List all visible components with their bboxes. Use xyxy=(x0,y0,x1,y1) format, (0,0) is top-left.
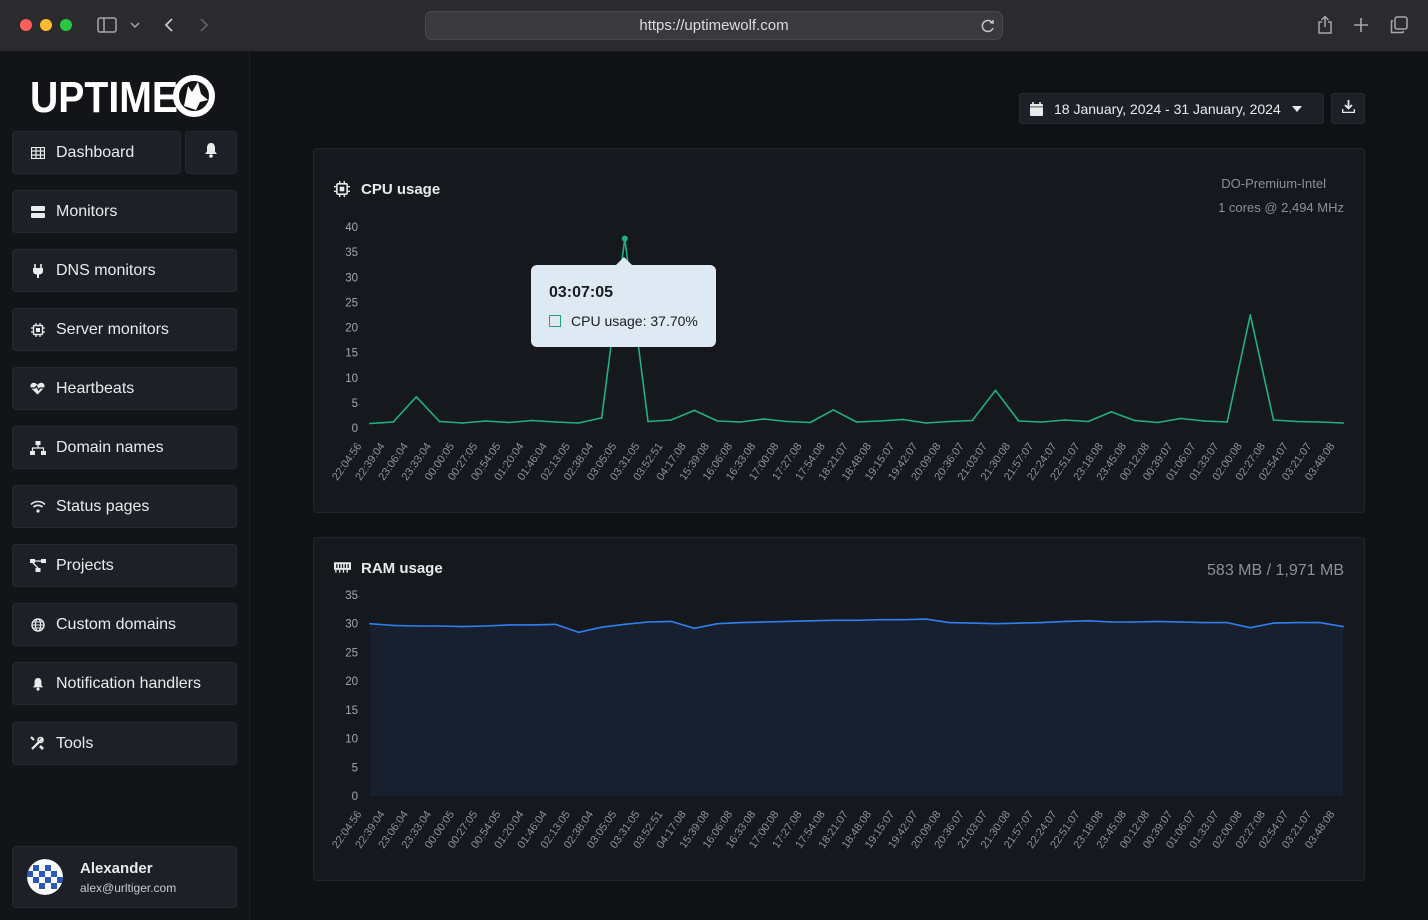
ram-title-text: RAM usage xyxy=(361,560,443,577)
sidebar-toggle-icon[interactable] xyxy=(96,14,118,36)
sidebar-item-dns-monitors[interactable]: DNS monitors xyxy=(12,249,237,292)
sidebar-item-label: DNS monitors xyxy=(56,261,156,279)
cpu-tooltip: 03:07:05 CPU usage: 37.70% xyxy=(531,257,716,347)
cpu-card-title: CPU usage xyxy=(334,181,440,198)
forward-icon[interactable] xyxy=(193,14,215,36)
sidebar-item-status-pages[interactable]: Status pages xyxy=(12,485,237,528)
address-bar[interactable]: https://uptimewolf.com xyxy=(425,11,1003,40)
cpu-usage-card: CPU usage DO-Premium-Intel 1 cores @ 2,4… xyxy=(313,148,1365,513)
globe-icon xyxy=(29,616,46,633)
wifi-icon xyxy=(29,498,46,515)
sidebar: UPTIME Dashboard Monitors DNS monitors S… xyxy=(0,52,250,920)
calendar-icon xyxy=(1030,101,1043,116)
plug-icon xyxy=(29,262,46,279)
tooltip-label: CPU usage: 37.70% xyxy=(571,313,698,329)
sidebar-item-monitors[interactable]: Monitors xyxy=(12,190,237,233)
memory-icon xyxy=(334,560,351,577)
avatar xyxy=(27,859,63,895)
caret-down-icon xyxy=(1291,105,1302,112)
new-tab-icon[interactable] xyxy=(1350,14,1372,36)
sitemap-icon xyxy=(29,439,46,456)
url-text: https://uptimewolf.com xyxy=(639,17,789,34)
reload-icon[interactable] xyxy=(980,18,996,34)
grid-icon xyxy=(29,144,46,161)
cpu-info: 1 cores @ 2,494 MHz xyxy=(1218,200,1344,215)
server-type: DO-Premium-Intel xyxy=(1221,176,1326,191)
tooltip-time: 03:07:05 xyxy=(549,284,614,301)
sidebar-item-label: Dashboard xyxy=(56,143,135,161)
chevron-down-icon[interactable] xyxy=(124,14,146,36)
user-profile-card[interactable]: Alexander alex@urltiger.com xyxy=(12,846,237,908)
sidebar-item-domain-names[interactable]: Domain names xyxy=(12,426,237,469)
sidebar-item-dashboard[interactable]: Dashboard xyxy=(12,131,181,174)
sidebar-item-custom-domains[interactable]: Custom domains xyxy=(12,603,237,646)
chip-icon xyxy=(334,181,351,198)
sidebar-item-server-monitors[interactable]: Server monitors xyxy=(12,308,237,351)
logo-text: UPTIME xyxy=(30,73,178,120)
sidebar-item-label: Custom domains xyxy=(56,615,177,633)
sidebar-item-tools[interactable]: Tools xyxy=(12,722,237,765)
ram-usage-card: RAM usage 583 MB / 1,971 MB xyxy=(313,537,1365,881)
uptimewolf-logo[interactable]: UPTIME xyxy=(30,72,216,122)
ram-card-title: RAM usage xyxy=(334,560,443,577)
notifications-button[interactable] xyxy=(185,131,237,174)
sidebar-item-label: Notification handlers xyxy=(56,674,201,692)
tooltip-swatch xyxy=(549,315,561,327)
chip-icon xyxy=(29,321,46,338)
sidebar-item-label: Server monitors xyxy=(56,320,169,338)
user-name: Alexander xyxy=(80,860,153,877)
download-button[interactable] xyxy=(1331,93,1365,124)
sidebar-item-label: Heartbeats xyxy=(56,379,135,397)
sidebar-item-label: Projects xyxy=(56,556,114,574)
bell-icon xyxy=(29,675,46,692)
back-icon[interactable] xyxy=(158,14,180,36)
tab-overview-icon[interactable] xyxy=(1388,14,1410,36)
cpu-title-text: CPU usage xyxy=(361,181,441,198)
ram-usage-text: 583 MB / 1,971 MB xyxy=(1207,562,1344,579)
sidebar-item-label: Status pages xyxy=(56,497,150,515)
zoom-window-button[interactable] xyxy=(60,19,72,31)
user-email: alex@urltiger.com xyxy=(80,881,177,895)
tooltip-row: CPU usage: 37.70% xyxy=(549,313,698,329)
date-range-text: 18 January, 2024 - 31 January, 2024 xyxy=(1054,100,1281,117)
sidebar-item-label: Tools xyxy=(56,734,94,752)
sidebar-item-label: Monitors xyxy=(56,202,118,220)
minimize-window-button[interactable] xyxy=(40,19,52,31)
sidebar-item-projects[interactable]: Projects xyxy=(12,544,237,587)
heart-pulse-icon xyxy=(29,380,46,397)
close-window-button[interactable] xyxy=(20,19,32,31)
sidebar-item-label: Domain names xyxy=(56,438,164,456)
sidebar-item-notification-handlers[interactable]: Notification handlers xyxy=(12,662,237,705)
download-icon xyxy=(1341,99,1355,118)
tools-icon xyxy=(29,735,46,752)
diagram-icon xyxy=(29,557,46,574)
date-range-picker[interactable]: 18 January, 2024 - 31 January, 2024 xyxy=(1019,93,1324,124)
share-icon[interactable] xyxy=(1314,14,1336,36)
server-icon xyxy=(29,203,46,220)
sidebar-item-heartbeats[interactable]: Heartbeats xyxy=(12,367,237,410)
browser-toolbar: https://uptimewolf.com xyxy=(0,0,1428,52)
bell-icon xyxy=(204,142,218,163)
